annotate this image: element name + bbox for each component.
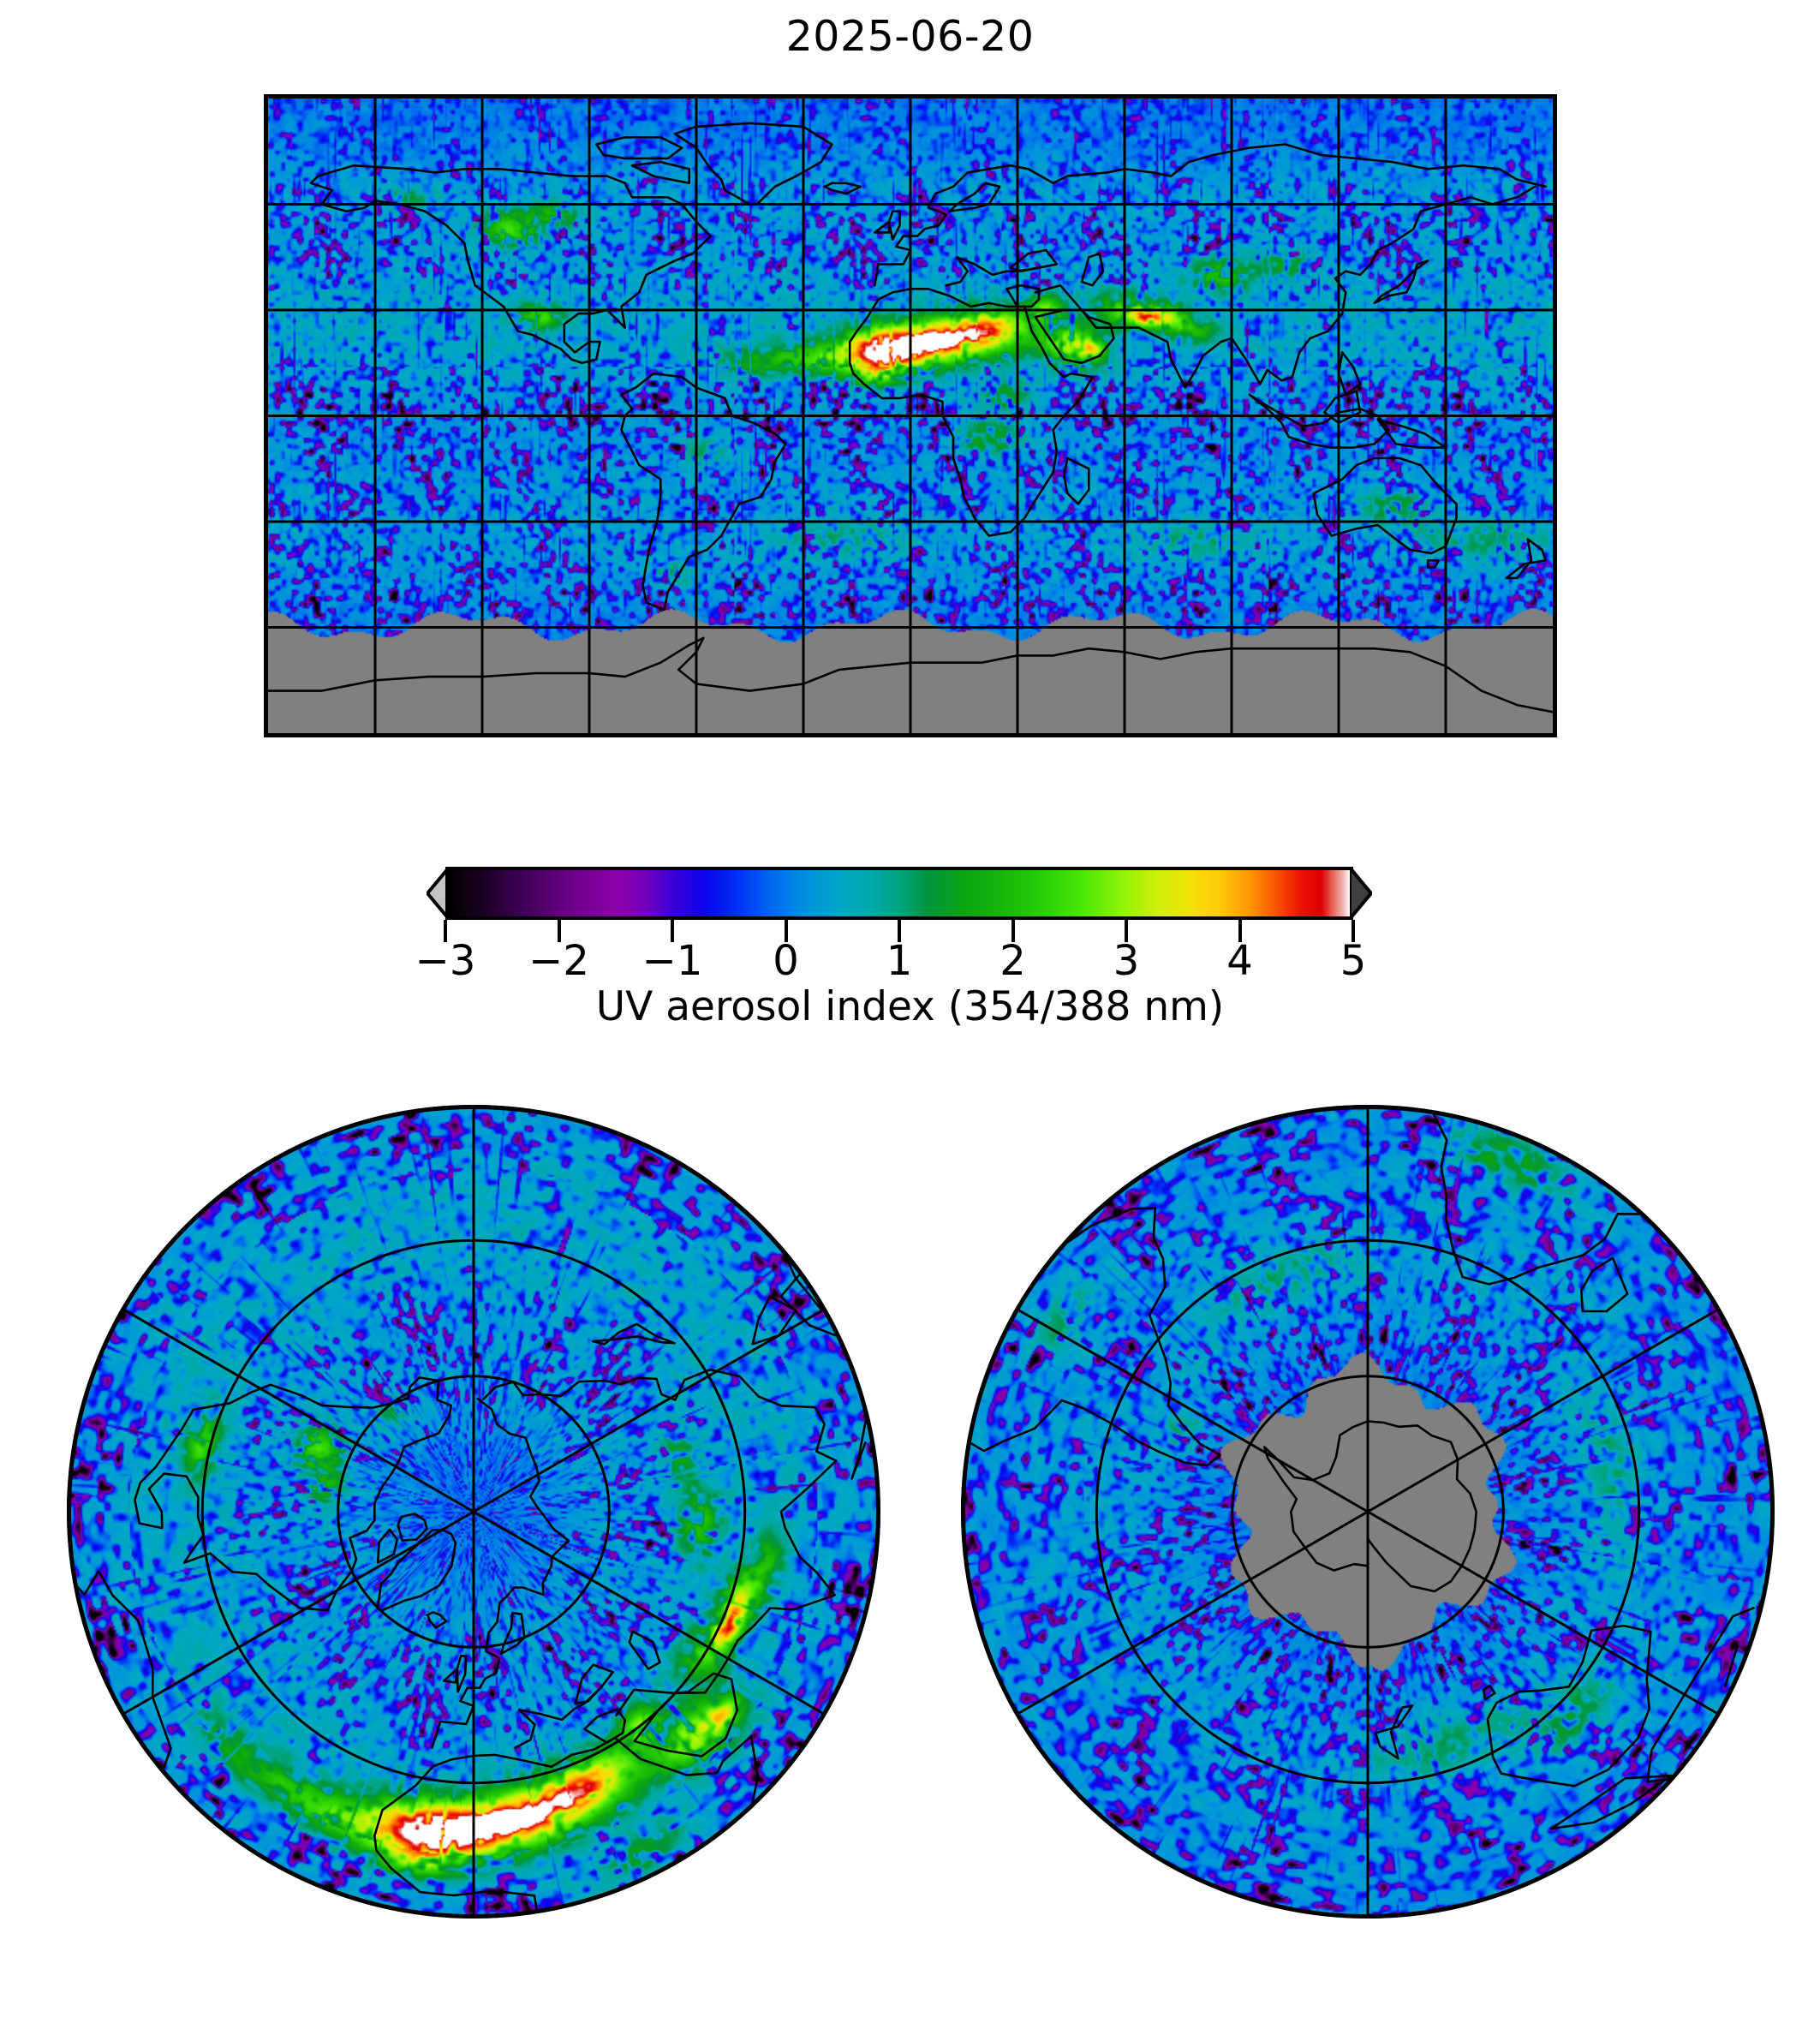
global-map-raster [268,98,1553,733]
colorbar-tick [444,920,447,942]
colorbar-axis-label: UV aerosol index (354/388 nm) [595,983,1225,1030]
colorbar-tick [557,920,561,942]
colorbar-ticklabels: −3 −2 −1 0 1 2 3 4 5 [415,937,1372,992]
colorbar-tick-label: −1 [641,937,703,985]
south-polar-raster [961,1105,1775,1919]
north-polar-clip [67,1105,880,1919]
colorbar-tick [1125,920,1128,942]
colorbar-tick [1238,920,1242,942]
colorbar-tick-label: 4 [1226,937,1253,985]
global-map-panel[interactable] [264,94,1557,737]
colorbar-tick-label: 3 [1113,937,1140,985]
colorbar-body [445,867,1353,920]
colorbar-tickmarks [427,920,1372,942]
colorbar-tick-label: 1 [886,937,913,985]
colorbar-tick [1352,920,1355,942]
colorbar[interactable] [427,867,1372,920]
colorbar-tick-label: 2 [1000,937,1026,985]
page-title: 2025-06-20 [785,12,1035,61]
north-polar-panel[interactable] [67,1105,880,1919]
colorbar-tick [898,920,901,942]
colorbar-tick-label: −2 [528,937,589,985]
colorbar-extend-high-arrow [1350,867,1372,920]
colorbar-tick [784,920,788,942]
colorbar-tick-label: 0 [773,937,799,985]
colorbar-tick-label: −3 [415,937,476,985]
colorbar-tick [1011,920,1015,942]
north-polar-raster [67,1105,880,1919]
colorbar-extend-low-arrow [427,867,449,920]
colorbar-tick-label: 5 [1340,937,1367,985]
south-polar-clip [961,1105,1775,1919]
colorbar-tick [671,920,674,942]
colorbar-gradient [449,870,1350,916]
south-polar-panel[interactable] [961,1105,1775,1919]
